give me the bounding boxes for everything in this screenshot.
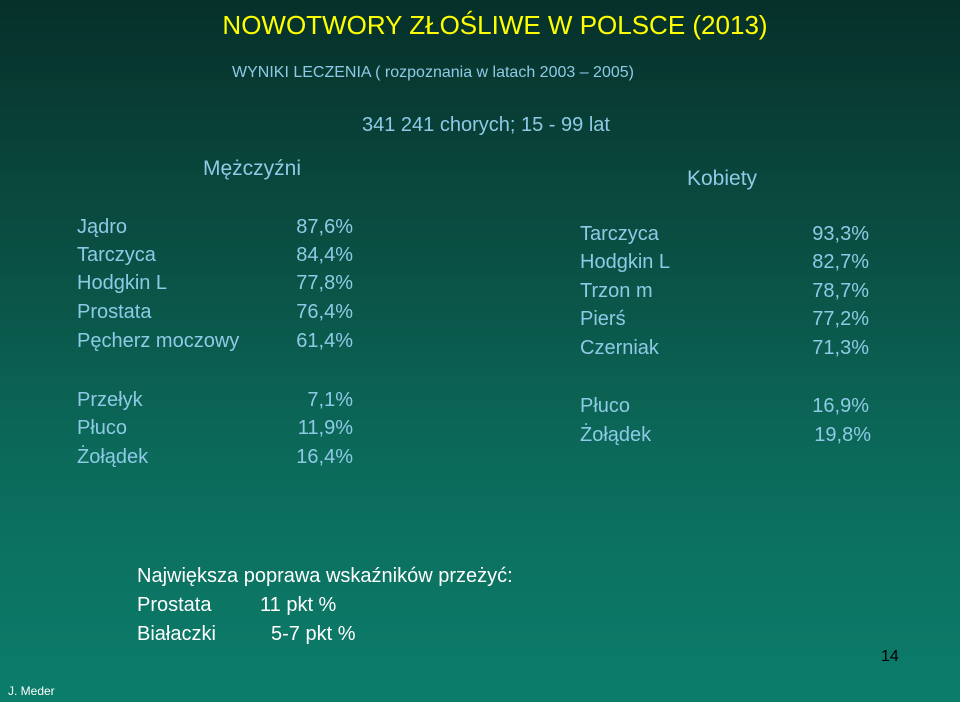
improvement-name: Prostata	[137, 594, 212, 616]
page-number: 14	[881, 648, 899, 665]
list-item: Płuco 16,9%	[580, 395, 869, 421]
cancer-name: Żołądek	[77, 446, 149, 468]
survival-value: 61,4%	[296, 330, 353, 352]
list-item: Czerniak 71,3%	[580, 337, 869, 363]
list-item: Białaczki 5-7 pkt %	[137, 623, 377, 649]
cancer-name: Tarczyca	[77, 244, 156, 266]
improvement-name: Białaczki	[137, 623, 216, 645]
men-label: Mężczyźni	[203, 157, 302, 180]
list-item: Tarczyca 84,4%	[77, 244, 353, 270]
survival-value: 82,7%	[812, 251, 869, 273]
improvement-value: 11 pkt %	[260, 594, 337, 616]
cancer-name: Pierś	[580, 308, 626, 330]
list-item: Trzon m 78,7%	[580, 280, 869, 306]
cancer-name: Hodgkin L	[580, 251, 671, 273]
survival-value: 16,9%	[812, 395, 869, 417]
cancer-name: Przełyk	[77, 389, 143, 411]
cancer-name: Jądro	[77, 216, 128, 238]
slide-title: NOWOTWORY ZŁOŚLIWE W POLSCE (2013)	[222, 10, 768, 40]
women-label: Kobiety	[687, 167, 758, 190]
survival-value: 84,4%	[296, 244, 353, 266]
list-item: Płuco 11,9%	[77, 417, 353, 443]
list-item: Żołądek 16,4%	[77, 446, 353, 472]
cancer-name: Trzon m	[580, 280, 653, 302]
cancer-name: Pęcherz moczowy	[77, 330, 240, 352]
list-item: Pęcherz moczowy 61,4%	[77, 330, 353, 356]
slide-subtitle: WYNIKI LECZENIA ( rozpoznania w latach 2…	[232, 64, 634, 81]
list-item: Żołądek 19,8%	[580, 424, 871, 450]
list-item: Prostata 11 pkt %	[137, 594, 377, 620]
list-item: Hodgkin L 82,7%	[580, 251, 869, 277]
list-item: Tarczyca 93,3%	[580, 223, 869, 249]
survival-value: 11,9%	[297, 417, 353, 439]
survival-value: 7,1%	[307, 389, 353, 411]
survival-value: 76,4%	[296, 301, 353, 323]
list-item: Jądro 87,6%	[77, 216, 353, 242]
patients-summary: 341 241 chorych; 15 - 99 lat	[362, 114, 610, 136]
survival-value: 77,2%	[812, 308, 869, 330]
survival-value: 77,8%	[296, 272, 353, 294]
list-item: Pierś 77,2%	[580, 308, 869, 334]
cancer-name: Czerniak	[580, 337, 659, 359]
survival-value: 78,7%	[812, 280, 869, 302]
improvement-heading: Największa poprawa wskaźników przeżyć:	[137, 565, 513, 587]
survival-value: 16,4%	[296, 446, 353, 468]
cancer-name: Żołądek	[580, 424, 652, 446]
cancer-name: Płuco	[580, 395, 631, 417]
list-item: Przełyk 7,1%	[77, 389, 353, 415]
survival-value: 87,6%	[296, 216, 353, 238]
author-credit: J. Meder	[8, 684, 55, 698]
cancer-name: Prostata	[77, 301, 152, 323]
list-item: Prostata 76,4%	[77, 301, 353, 327]
cancer-name: Płuco	[77, 417, 128, 439]
survival-value: 19,8%	[814, 424, 871, 446]
cancer-name: Tarczyca	[580, 223, 659, 245]
survival-value: 93,3%	[812, 223, 869, 245]
list-item: Hodgkin L 77,8%	[77, 272, 353, 298]
improvement-value: 5-7 pkt %	[271, 623, 356, 645]
survival-value: 71,3%	[812, 337, 869, 359]
cancer-name: Hodgkin L	[77, 272, 168, 294]
